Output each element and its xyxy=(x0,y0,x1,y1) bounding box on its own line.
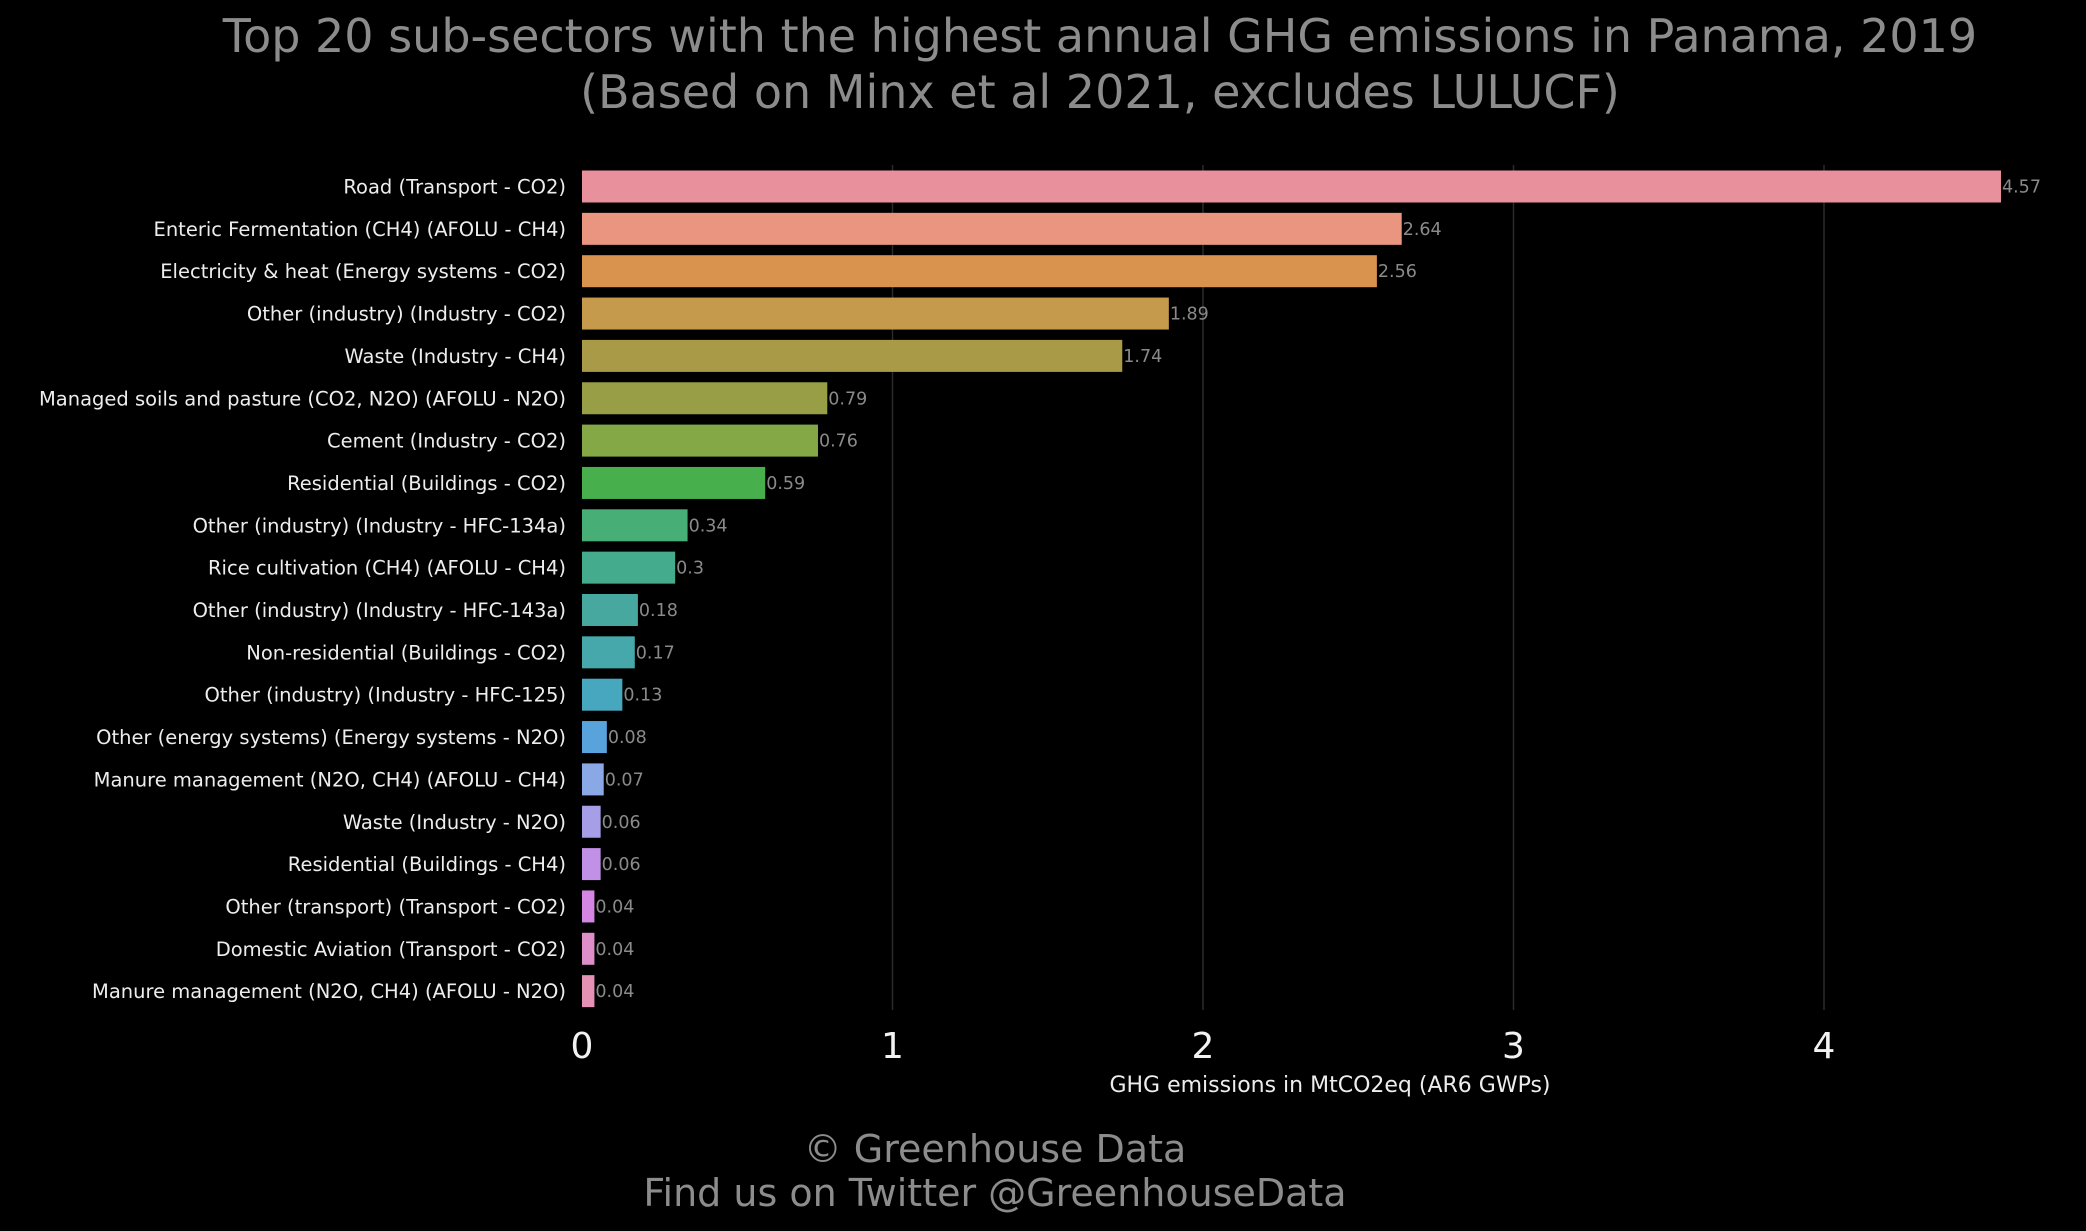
category-label: Other (industry) (Industry - HFC-125) xyxy=(205,684,566,707)
category-label: Waste (Industry - CH4) xyxy=(344,345,566,368)
bar xyxy=(582,594,638,626)
data-label: 0.08 xyxy=(608,728,647,748)
category-label: Managed soils and pasture (CO2, N2O) (AF… xyxy=(39,387,566,410)
bar xyxy=(582,932,595,965)
data-label: 0.59 xyxy=(766,474,805,494)
bar xyxy=(582,170,2001,203)
bar xyxy=(582,678,623,711)
bar xyxy=(582,636,635,669)
x-tick-label: 3 xyxy=(1502,1026,1525,1067)
bar xyxy=(582,509,688,542)
data-label: 2.56 xyxy=(1378,262,1417,282)
x-tick-label: 1 xyxy=(881,1026,904,1067)
x-tick-label: 4 xyxy=(1813,1026,1836,1067)
category-label: Manure management (N2O, CH4) (AFOLU - N2… xyxy=(92,980,566,1003)
chart-subtitle: (Based on Minx et al 2021, excludes LULU… xyxy=(580,65,1620,119)
bar xyxy=(582,255,1377,288)
category-label: Waste (Industry - N2O) xyxy=(343,811,566,834)
data-label: 0.04 xyxy=(595,897,634,917)
footer-twitter: Find us on Twitter @GreenhouseData xyxy=(643,1171,1346,1215)
category-label: Cement (Industry - CO2) xyxy=(327,430,566,453)
bar xyxy=(582,763,604,796)
bar xyxy=(582,975,595,1008)
category-label: Non-residential (Buildings - CO2) xyxy=(246,641,566,664)
category-label: Residential (Buildings - CH4) xyxy=(288,853,566,876)
data-label: 0.13 xyxy=(623,686,662,706)
category-label: Road (Transport - CO2) xyxy=(343,176,566,199)
grid-lines xyxy=(891,165,1825,1010)
footer-copyright: © Greenhouse Data xyxy=(804,1127,1187,1171)
x-axis-title: GHG emissions in MtCO2eq (AR6 GWPs) xyxy=(1109,1073,1550,1098)
data-label: 0.07 xyxy=(605,770,644,790)
x-tick-label: 2 xyxy=(1192,1026,1215,1067)
x-axis-ticks: 0 1 2 3 4 xyxy=(571,1026,1836,1067)
data-label: 0.04 xyxy=(595,940,634,960)
category-label: Electricity & heat (Energy systems - CO2… xyxy=(160,260,566,283)
bar xyxy=(582,212,1402,245)
category-label: Rice cultivation (CH4) (AFOLU - CH4) xyxy=(208,557,566,580)
chart-title: Top 20 sub-sectors with the highest annu… xyxy=(222,9,1977,63)
bar xyxy=(582,339,1123,372)
data-label: 0.76 xyxy=(819,432,858,452)
category-label: Other (industry) (Industry - HFC-143a) xyxy=(193,599,566,622)
data-label: 0.17 xyxy=(636,643,675,663)
bar xyxy=(582,890,595,923)
data-label: 1.89 xyxy=(1170,305,1209,325)
data-label: 1.74 xyxy=(1123,347,1162,367)
category-labels: Road (Transport - CO2) Enteric Fermentati… xyxy=(39,176,566,1004)
category-label: Other (transport) (Transport - CO2) xyxy=(225,895,566,918)
bar xyxy=(582,382,828,415)
bar xyxy=(582,551,676,584)
data-label: 0.06 xyxy=(602,855,641,875)
bar xyxy=(582,721,607,754)
data-label: 0.06 xyxy=(602,813,641,833)
data-label: 0.18 xyxy=(639,601,678,621)
value-labels: 4.57 2.64 2.56 1.89 1.74 0.79 0.76 0.59 0.34 0.3 0… xyxy=(595,178,2041,1003)
data-label: 0.04 xyxy=(595,982,634,1002)
category-label: Other (industry) (Industry - HFC-134a) xyxy=(193,514,566,537)
category-label: Residential (Buildings - CO2) xyxy=(287,472,566,495)
bar xyxy=(582,805,601,838)
x-tick-label: 0 xyxy=(571,1026,594,1067)
bar xyxy=(582,848,601,881)
data-label: 0.3 xyxy=(676,559,704,579)
data-label: 0.34 xyxy=(689,516,728,536)
category-label: Other (energy systems) (Energy systems -… xyxy=(96,726,566,749)
bar xyxy=(582,297,1169,330)
bars xyxy=(582,170,2001,1008)
data-label: 2.64 xyxy=(1403,220,1442,240)
data-label: 4.57 xyxy=(2002,178,2041,198)
bar xyxy=(582,424,818,457)
category-label: Enteric Fermentation (CH4) (AFOLU - CH4) xyxy=(154,218,567,241)
category-label: Other (industry) (Industry - CO2) xyxy=(247,303,566,326)
bar xyxy=(582,466,766,499)
category-label: Manure management (N2O, CH4) (AFOLU - CH… xyxy=(94,768,566,791)
data-label: 0.79 xyxy=(828,389,867,409)
category-label: Domestic Aviation (Transport - CO2) xyxy=(216,938,566,961)
